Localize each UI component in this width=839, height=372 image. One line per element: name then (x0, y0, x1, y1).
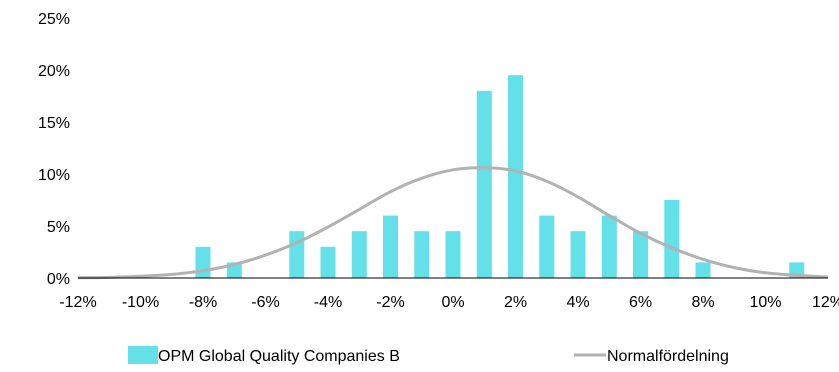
bar (539, 215, 555, 278)
bar (445, 231, 461, 278)
x-tick-labels: -12% -10% -8% -6% -4% -2% 0% 2% 4% 6% 8% 10% 12% (59, 294, 839, 311)
x-tick-label: 6% (629, 294, 652, 311)
legend-label-bars: OPM Global Quality Companies B (158, 348, 400, 365)
bars-layer (195, 75, 805, 278)
bar (383, 215, 398, 278)
legend: OPM Global Quality Companies B Normalför… (128, 346, 729, 365)
y-tick-label: 5% (47, 219, 70, 236)
x-tick-label: -12% (59, 294, 96, 311)
x-tick-label: -8% (189, 294, 217, 311)
bar (508, 75, 523, 278)
x-tick-label: 12% (812, 294, 839, 311)
y-tick-label: 15% (38, 115, 70, 132)
x-tick-label: 2% (504, 294, 527, 311)
y-tick-label: 20% (38, 63, 70, 80)
curve-layer (77, 166, 829, 280)
bar (695, 262, 711, 278)
bar (289, 231, 305, 278)
bar (195, 246, 211, 278)
bar (601, 215, 617, 278)
legend-label-line: Normalfördelning (607, 348, 729, 365)
bar (664, 200, 680, 278)
x-tick-label: -10% (122, 294, 159, 311)
bar (570, 231, 586, 278)
bar (414, 231, 430, 278)
normal-curve-line (77, 166, 829, 280)
x-tick-label: -4% (314, 294, 342, 311)
y-tick-label: 25% (38, 11, 70, 28)
bar (633, 231, 648, 278)
y-tick-labels: 0% 5% 10% 15% 20% 25% (38, 11, 70, 288)
bar (351, 231, 367, 278)
legend-swatch-bars (128, 346, 158, 364)
y-tick-label: 10% (38, 167, 70, 184)
bar (320, 246, 336, 278)
x-tick-label: 4% (566, 294, 589, 311)
x-tick-label: 0% (441, 294, 464, 311)
bar (476, 90, 492, 278)
x-tick-label: 8% (691, 294, 714, 311)
x-tick-label: -6% (251, 294, 279, 311)
x-tick-label: 10% (749, 294, 781, 311)
x-tick-label: -2% (376, 294, 404, 311)
y-tick-label: 0% (47, 271, 70, 288)
